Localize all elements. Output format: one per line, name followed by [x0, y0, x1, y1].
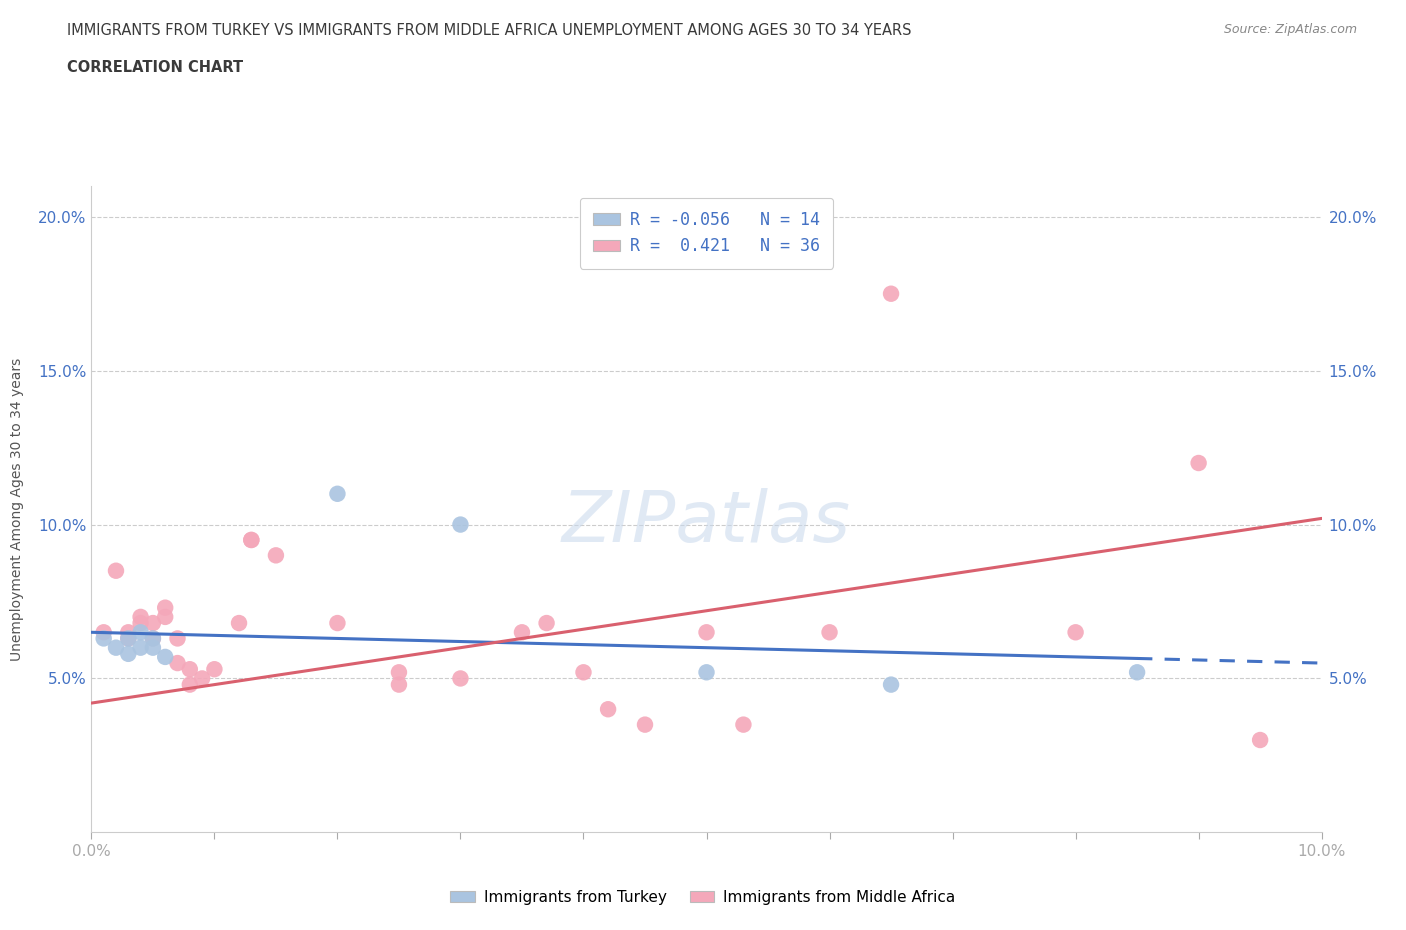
Point — [572, 665, 595, 680]
Legend: R = -0.056   N = 14, R =  0.421   N = 36: R = -0.056 N = 14, R = 0.421 N = 36 — [579, 197, 834, 269]
Point — [880, 677, 903, 692]
Point — [105, 640, 127, 655]
Point — [1126, 665, 1149, 680]
Text: IMMIGRANTS FROM TURKEY VS IMMIGRANTS FROM MIDDLE AFRICA UNEMPLOYMENT AMONG AGES : IMMIGRANTS FROM TURKEY VS IMMIGRANTS FRO… — [67, 23, 912, 38]
Point — [202, 662, 225, 677]
Point — [1064, 625, 1087, 640]
Point — [129, 609, 152, 624]
Point — [536, 616, 558, 631]
Point — [142, 640, 165, 655]
Point — [153, 649, 177, 664]
Point — [129, 625, 152, 640]
Point — [818, 625, 841, 640]
Point — [1187, 456, 1209, 471]
Y-axis label: Unemployment Among Ages 30 to 34 years: Unemployment Among Ages 30 to 34 years — [10, 357, 24, 661]
Point — [510, 625, 533, 640]
Point — [105, 564, 127, 578]
Point — [93, 631, 115, 646]
Point — [634, 717, 657, 732]
Point — [117, 646, 139, 661]
Point — [696, 665, 718, 680]
Point — [117, 631, 139, 646]
Text: CORRELATION CHART: CORRELATION CHART — [67, 60, 243, 75]
Point — [326, 616, 349, 631]
Point — [388, 677, 411, 692]
Point — [596, 702, 619, 717]
Point — [696, 625, 718, 640]
Point — [191, 671, 214, 686]
Point — [228, 616, 250, 631]
Text: ZIPatlas: ZIPatlas — [562, 487, 851, 556]
Point — [129, 640, 152, 655]
Point — [117, 625, 139, 640]
Point — [166, 631, 188, 646]
Point — [388, 665, 411, 680]
Point — [326, 486, 349, 501]
Point — [880, 286, 903, 301]
Point — [142, 616, 165, 631]
Point — [449, 671, 471, 686]
Point — [117, 631, 139, 646]
Point — [129, 616, 152, 631]
Point — [142, 631, 165, 646]
Point — [240, 533, 263, 548]
Point — [449, 517, 471, 532]
Point — [142, 631, 165, 646]
Point — [153, 600, 177, 615]
Point — [264, 548, 287, 563]
Point — [1249, 733, 1271, 748]
Point — [179, 677, 201, 692]
Legend: Immigrants from Turkey, Immigrants from Middle Africa: Immigrants from Turkey, Immigrants from … — [444, 884, 962, 911]
Point — [93, 625, 115, 640]
Point — [153, 609, 177, 624]
Point — [733, 717, 755, 732]
Point — [166, 656, 188, 671]
Text: Source: ZipAtlas.com: Source: ZipAtlas.com — [1223, 23, 1357, 36]
Point — [179, 662, 201, 677]
Point — [240, 533, 263, 548]
